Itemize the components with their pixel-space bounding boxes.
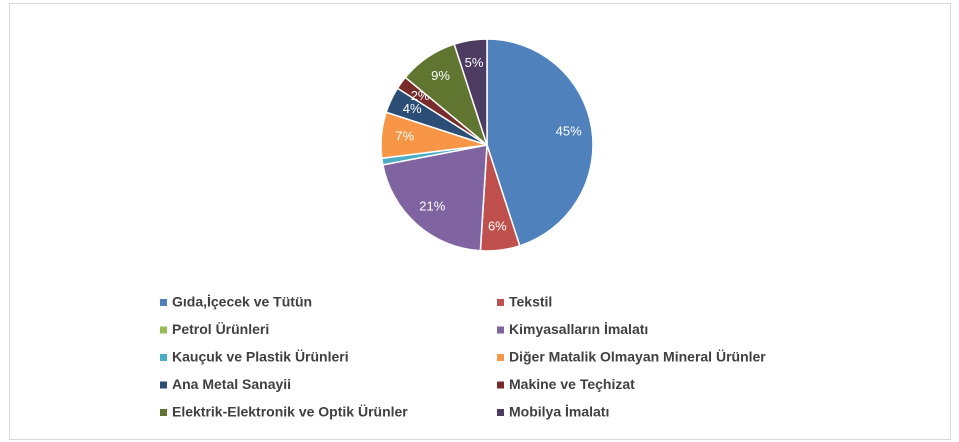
legend-label: Diğer Matalik Olmayan Mineral Ürünler (509, 349, 766, 365)
pie-slice (486, 38, 594, 247)
data-label: 21% (419, 198, 445, 213)
data-label: 6% (488, 218, 507, 233)
legend-swatch (160, 354, 167, 361)
pie-slice (453, 38, 488, 146)
data-label: 45% (556, 124, 582, 139)
legend-swatch (497, 299, 504, 306)
legend-label: Elektrik-Elektronik ve Optik Ürünler (172, 404, 408, 420)
legend-swatch (160, 381, 167, 389)
legend-swatch (497, 326, 504, 334)
legend-swatch (497, 354, 504, 361)
legend-label: Mobilya İmalatı (509, 404, 609, 420)
pie-slice (382, 144, 488, 252)
legend-swatch (160, 326, 167, 334)
legend-label: Ana Metal Sanayii (172, 376, 291, 392)
legend-swatch (160, 299, 167, 306)
legend-swatch (160, 409, 167, 416)
legend-label: Makine ve Teçhizat (509, 376, 635, 392)
data-label: 4% (403, 101, 422, 116)
data-label: 5% (465, 55, 484, 70)
legend-swatch (497, 381, 504, 389)
legend-label: Tekstil (509, 294, 552, 310)
legend-label: Gıda,İçecek ve Tütün (172, 294, 312, 310)
legend-swatch (497, 409, 504, 416)
legend-label: Petrol Ürünleri (172, 321, 269, 337)
data-label: 9% (431, 68, 450, 83)
data-label: 7% (395, 129, 414, 144)
legend-label: Kauçuk ve Plastik Ürünleri (172, 349, 349, 365)
legend-label: Kimyasalların İmalatı (509, 321, 648, 337)
